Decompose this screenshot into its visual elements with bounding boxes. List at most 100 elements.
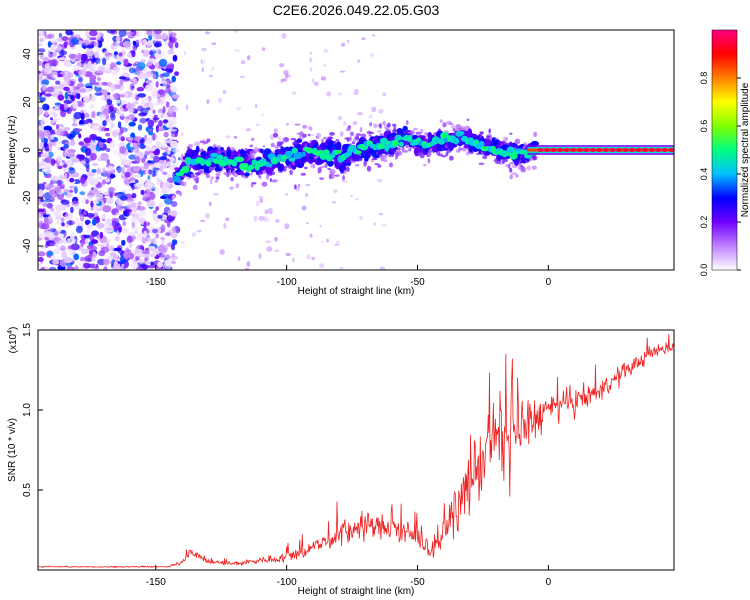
spectrogram-noise-blob (63, 61, 72, 67)
spectrogram-sparse-blob (196, 229, 202, 233)
spectrogram-halo-blob (505, 137, 509, 141)
spectrogram-noise-blob (130, 77, 137, 81)
spectrogram-noise-blob (69, 189, 74, 193)
spectrogram-noise-blob (137, 124, 143, 131)
spectrogram-halo-blob (359, 126, 363, 133)
spectrogram-noise-blob (83, 262, 91, 269)
spectrogram-noise-blob (171, 106, 179, 112)
spectrogram-noise-blob (92, 187, 98, 193)
spectrogram-noise-blob (54, 230, 59, 237)
spectrogram-core-blob (392, 139, 399, 147)
spectrogram-noise-blob (63, 256, 71, 264)
spectrogram-noise-blob (103, 258, 110, 266)
spectrogram-noise-blob (92, 200, 100, 204)
spectrogram-sparse-blob (266, 246, 273, 252)
spectrogram-sparse-blob (319, 224, 322, 227)
spectrogram-noise-blob (172, 148, 180, 153)
snr-scale-prefix: (x10 (8, 333, 19, 353)
spectrogram-sparse-blob (353, 120, 358, 126)
spectrogram-noise-blob (67, 154, 75, 158)
spectrogram-y-tick-label: 0 (22, 147, 33, 153)
spectrogram-noise-blob (152, 228, 158, 234)
spectrogram-noise-blob (141, 97, 150, 102)
spectrogram-noise-blob (84, 219, 91, 225)
spectrogram-noise-blob (67, 72, 74, 78)
spectrogram-noise-blob (107, 254, 112, 261)
spectrogram-noise-blob (167, 49, 175, 55)
spectrogram-noise-blob (38, 251, 46, 257)
spectrogram-noise-blob (126, 235, 133, 243)
spectrogram-noise-blob (158, 58, 168, 67)
spectrogram-line-peak (648, 148, 655, 152)
spectrogram-noise-blob (125, 31, 134, 36)
spectrogram-halo-blob (437, 153, 443, 157)
spectrogram-halo-blob (531, 165, 537, 170)
spectrogram-noise-blob (121, 239, 126, 246)
spectrogram-halo-blob (205, 174, 211, 179)
spectrogram-halo-blob (382, 120, 386, 126)
spectrogram-noise-blob (74, 265, 79, 270)
spectrogram-noise-blob (174, 42, 179, 49)
spectrogram-halo-blob (198, 169, 204, 173)
spectrogram-noise-blob (105, 197, 114, 205)
spectrogram-noise-blob (73, 34, 81, 39)
snr-y-ticks: 0.5 1.0 1.5 (22, 323, 43, 497)
spectrogram-noise-blob (61, 36, 69, 42)
spectrogram-core-blob (438, 139, 445, 145)
spectrogram-noise-blob (150, 261, 154, 266)
spectrogram-noise-blob (102, 170, 111, 177)
spectrogram-noise-blob (162, 171, 168, 176)
spectrogram-noise-blob (65, 159, 73, 166)
spectrogram-halo-blob (315, 136, 320, 139)
spectrogram-noise-blob (72, 100, 79, 109)
spectrogram-noise-blob (92, 82, 100, 86)
spectrogram-noise-blob (157, 245, 166, 253)
spectrogram-noise-blob (50, 176, 60, 182)
spectrogram-noise-blob (60, 233, 64, 238)
spectrogram-noise-blob (38, 257, 44, 262)
spectrogram-noise-blob (139, 245, 145, 250)
spectrogram-noise-blob (121, 166, 126, 174)
spectrogram-noise-blob (41, 83, 48, 91)
spectrogram-sparse-blob (275, 218, 280, 223)
spectrogram-noise-blob (80, 112, 85, 121)
spectrogram-sparse-blob (258, 215, 264, 222)
spectrogram-noise-blob (134, 156, 141, 164)
spectrogram-sparse-blob (280, 35, 287, 39)
spectrogram-core-blob (407, 134, 413, 143)
spectrogram-noise-blob (85, 31, 90, 37)
spectrogram-noise-blob (131, 222, 135, 228)
spectrogram-noise-blob (61, 159, 65, 164)
spectrogram-noise-blob (91, 256, 96, 262)
spectrogram-noise-blob (152, 132, 156, 141)
spectrogram-noise-blob (131, 94, 136, 100)
spectrogram-sparse-blob (323, 48, 329, 53)
spectrogram-noise-blob (170, 243, 176, 251)
spectrogram-halo-blob (294, 123, 301, 126)
spectrogram-noise-blob (46, 86, 55, 93)
spectrogram-noise-blob (164, 232, 172, 237)
spectrogram-sparse-blob (378, 108, 384, 114)
spectrogram-noise-blob (99, 138, 107, 143)
spectrogram-noise-blob (122, 128, 127, 133)
spectrogram-noise-blob (129, 83, 135, 91)
spectrogram-core-blob (285, 150, 293, 158)
spectrogram-halo-blob (395, 156, 398, 160)
spectrogram-sparse-blob (255, 123, 260, 126)
spectrogram-noise-blob (75, 217, 80, 225)
spectrogram-noise-blob (64, 172, 68, 180)
spectrogram-halo-blob (441, 155, 447, 158)
spectrogram-sparse-blob (204, 31, 211, 35)
spectrogram-line-peak (557, 148, 564, 152)
spectrogram-line-peak (563, 148, 570, 152)
spectrogram-noise-blob (147, 160, 152, 164)
spectrogram-noise-blob (135, 179, 139, 184)
spectrogram-noise-blob (44, 148, 50, 152)
spectrogram-noise-blob (70, 31, 74, 37)
spectrogram-noise-blob (174, 71, 180, 76)
spectrogram-noise-blob (145, 84, 153, 92)
spectrogram-noise-blob (122, 251, 131, 259)
snr-y-tick-label: 0.5 (22, 483, 33, 497)
spectrogram-noise-blob (157, 214, 163, 219)
spectrogram-line-peak (642, 148, 649, 152)
